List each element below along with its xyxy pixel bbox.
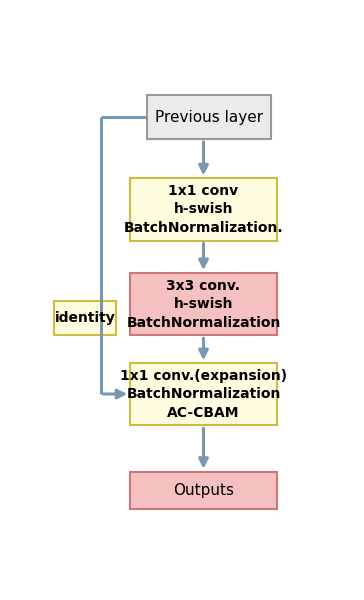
Text: Previous layer: Previous layer [155,110,263,125]
FancyBboxPatch shape [147,95,271,139]
Text: 1x1 conv.(expansion)
BatchNormalization
AC-CBAM: 1x1 conv.(expansion) BatchNormalization … [120,369,287,419]
FancyBboxPatch shape [54,301,116,335]
Text: identity: identity [55,311,115,325]
FancyBboxPatch shape [130,273,277,335]
FancyBboxPatch shape [130,363,277,425]
FancyBboxPatch shape [130,472,277,509]
FancyBboxPatch shape [130,178,277,241]
Text: 3x3 conv.
h-swish
BatchNormalization: 3x3 conv. h-swish BatchNormalization [126,279,281,329]
Text: 1x1 conv
h-swish
BatchNormalization.: 1x1 conv h-swish BatchNormalization. [124,184,283,235]
Text: Outputs: Outputs [173,482,234,497]
